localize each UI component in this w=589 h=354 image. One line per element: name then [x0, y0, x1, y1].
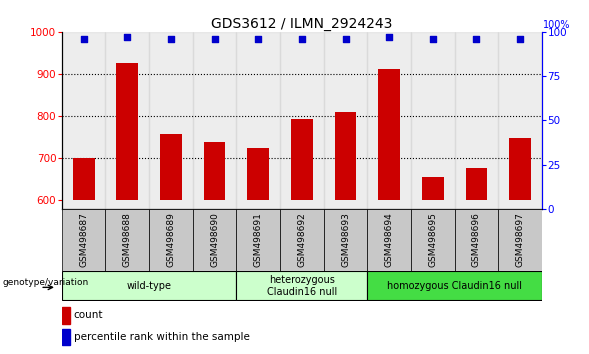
Text: count: count: [74, 310, 103, 320]
Bar: [498, 32, 542, 209]
Bar: [291, 119, 313, 200]
Text: GSM498688: GSM498688: [123, 212, 132, 267]
Bar: [465, 167, 487, 200]
Text: GSM498692: GSM498692: [297, 212, 306, 267]
Bar: [236, 209, 280, 271]
Text: GSM498689: GSM498689: [167, 212, 176, 267]
Bar: [236, 272, 368, 300]
Bar: [498, 209, 542, 271]
Text: GSM498691: GSM498691: [254, 212, 263, 267]
Bar: [378, 69, 400, 200]
Point: [210, 36, 219, 42]
Text: GSM498697: GSM498697: [515, 212, 525, 267]
Bar: [280, 209, 324, 271]
Text: GSM498696: GSM498696: [472, 212, 481, 267]
Bar: [411, 209, 455, 271]
Bar: [149, 209, 193, 271]
Bar: [509, 138, 531, 200]
Bar: [105, 32, 149, 209]
Point: [123, 34, 132, 40]
Bar: [247, 148, 269, 200]
Text: homozygous Claudin16 null: homozygous Claudin16 null: [387, 281, 522, 291]
Bar: [62, 329, 71, 345]
Text: GSM498694: GSM498694: [385, 212, 393, 267]
Bar: [62, 32, 105, 209]
Title: GDS3612 / ILMN_2924243: GDS3612 / ILMN_2924243: [211, 17, 392, 31]
Bar: [105, 209, 149, 271]
Bar: [117, 63, 138, 200]
Bar: [73, 158, 95, 200]
Bar: [335, 112, 356, 200]
Bar: [62, 307, 71, 324]
Point: [297, 36, 306, 42]
Point: [428, 36, 438, 42]
Text: GSM498695: GSM498695: [428, 212, 437, 267]
Bar: [324, 32, 368, 209]
Bar: [368, 209, 411, 271]
Text: GSM498687: GSM498687: [79, 212, 88, 267]
Bar: [422, 177, 444, 200]
Point: [79, 36, 88, 42]
Bar: [193, 209, 236, 271]
Bar: [160, 134, 182, 200]
Bar: [324, 209, 368, 271]
Bar: [368, 32, 411, 209]
Text: genotype/variation: genotype/variation: [3, 278, 89, 287]
Text: GSM498690: GSM498690: [210, 212, 219, 267]
Point: [515, 36, 525, 42]
Bar: [455, 209, 498, 271]
Bar: [149, 32, 193, 209]
Bar: [455, 32, 498, 209]
Bar: [368, 272, 542, 300]
Text: heterozygous
Claudin16 null: heterozygous Claudin16 null: [267, 275, 337, 297]
Bar: [204, 142, 226, 200]
Bar: [62, 272, 236, 300]
Bar: [193, 32, 236, 209]
Point: [385, 34, 394, 40]
Point: [166, 36, 176, 42]
Bar: [236, 32, 280, 209]
Text: percentile rank within the sample: percentile rank within the sample: [74, 332, 250, 342]
Text: GSM498693: GSM498693: [341, 212, 350, 267]
Bar: [62, 209, 105, 271]
Bar: [280, 32, 324, 209]
Point: [472, 36, 481, 42]
Point: [341, 36, 350, 42]
Bar: [411, 32, 455, 209]
Point: [253, 36, 263, 42]
Text: 100%: 100%: [543, 20, 571, 30]
Text: wild-type: wild-type: [127, 281, 171, 291]
